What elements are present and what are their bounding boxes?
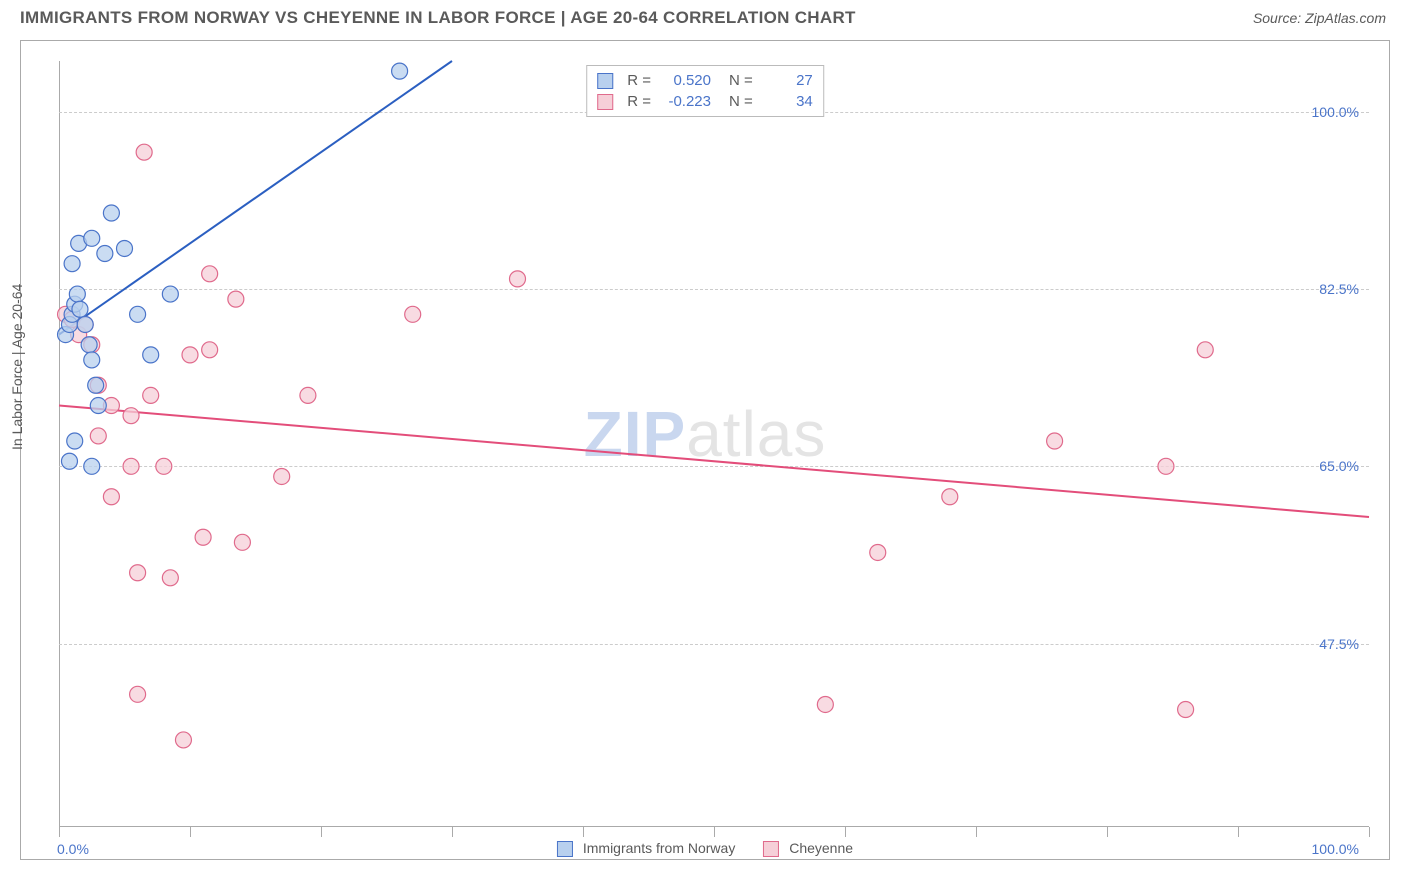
data-point xyxy=(64,256,80,272)
trend-line xyxy=(59,61,452,335)
data-point xyxy=(870,544,886,560)
data-point xyxy=(300,387,316,403)
x-tick-label: 0.0% xyxy=(57,841,89,857)
data-point xyxy=(72,301,88,317)
data-point xyxy=(162,570,178,586)
data-point xyxy=(234,534,250,550)
data-point xyxy=(67,433,83,449)
data-point xyxy=(97,246,113,262)
legend-swatch-icon xyxy=(763,841,779,857)
data-point xyxy=(175,732,191,748)
y-axis-label: In Labor Force | Age 20-64 xyxy=(9,284,25,450)
data-point xyxy=(143,387,159,403)
data-point xyxy=(156,458,172,474)
data-point xyxy=(817,696,833,712)
data-point xyxy=(942,489,958,505)
data-point xyxy=(84,458,100,474)
legend-r-label: R = xyxy=(627,93,651,110)
data-point xyxy=(130,565,146,581)
x-tick xyxy=(1238,827,1239,837)
legend-r-label: R = xyxy=(627,72,651,89)
legend-item: Cheyenne xyxy=(763,840,853,857)
legend-n-label: N = xyxy=(729,72,753,89)
data-point xyxy=(90,398,106,414)
legend-n-label: N = xyxy=(729,93,753,110)
x-tick xyxy=(452,827,453,837)
data-point xyxy=(228,291,244,307)
series-legend: Immigrants from Norway Cheyenne xyxy=(557,840,853,857)
legend-r-value: -0.223 xyxy=(659,93,711,110)
data-point xyxy=(117,240,133,256)
x-tick xyxy=(845,827,846,837)
data-point xyxy=(1178,702,1194,718)
x-tick xyxy=(321,827,322,837)
data-point xyxy=(1047,433,1063,449)
data-point xyxy=(84,352,100,368)
x-tick xyxy=(714,827,715,837)
data-point xyxy=(123,458,139,474)
data-point xyxy=(182,347,198,363)
data-point xyxy=(136,144,152,160)
legend-swatch-icon xyxy=(557,841,573,857)
data-point xyxy=(143,347,159,363)
data-point xyxy=(77,316,93,332)
legend-n-value: 34 xyxy=(761,93,813,110)
chart-plot xyxy=(59,61,1369,821)
legend-n-value: 27 xyxy=(761,72,813,89)
data-point xyxy=(103,489,119,505)
legend-swatch-icon xyxy=(597,73,613,89)
data-point xyxy=(1158,458,1174,474)
data-point xyxy=(274,468,290,484)
data-point xyxy=(130,306,146,322)
data-point xyxy=(392,63,408,79)
data-point xyxy=(202,266,218,282)
x-tick-label: 100.0% xyxy=(1312,841,1359,857)
data-point xyxy=(1197,342,1213,358)
data-point xyxy=(123,408,139,424)
x-tick xyxy=(583,827,584,837)
chart-container: In Labor Force | Age 20-64 47.5%65.0%82.… xyxy=(20,40,1390,860)
x-tick xyxy=(190,827,191,837)
legend-row: R = 0.520 N = 27 xyxy=(597,70,813,91)
data-point xyxy=(69,286,85,302)
data-point xyxy=(162,286,178,302)
data-point xyxy=(103,205,119,221)
data-point xyxy=(61,453,77,469)
legend-r-value: 0.520 xyxy=(659,72,711,89)
chart-source: Source: ZipAtlas.com xyxy=(1253,10,1386,26)
legend-label: Immigrants from Norway xyxy=(583,840,735,856)
legend-item: Immigrants from Norway xyxy=(557,840,735,857)
correlation-legend: R = 0.520 N = 27 R = -0.223 N = 34 xyxy=(586,65,824,117)
data-point xyxy=(88,377,104,393)
data-point xyxy=(195,529,211,545)
data-point xyxy=(130,686,146,702)
x-tick xyxy=(1107,827,1108,837)
x-tick xyxy=(59,827,60,837)
chart-title: IMMIGRANTS FROM NORWAY VS CHEYENNE IN LA… xyxy=(20,8,856,28)
legend-swatch-icon xyxy=(597,94,613,110)
legend-label: Cheyenne xyxy=(789,840,853,856)
data-point xyxy=(202,342,218,358)
data-point xyxy=(510,271,526,287)
data-point xyxy=(81,337,97,353)
legend-row: R = -0.223 N = 34 xyxy=(597,91,813,112)
data-point xyxy=(405,306,421,322)
x-tick xyxy=(1369,827,1370,837)
x-tick xyxy=(976,827,977,837)
data-point xyxy=(90,428,106,444)
data-point xyxy=(84,230,100,246)
